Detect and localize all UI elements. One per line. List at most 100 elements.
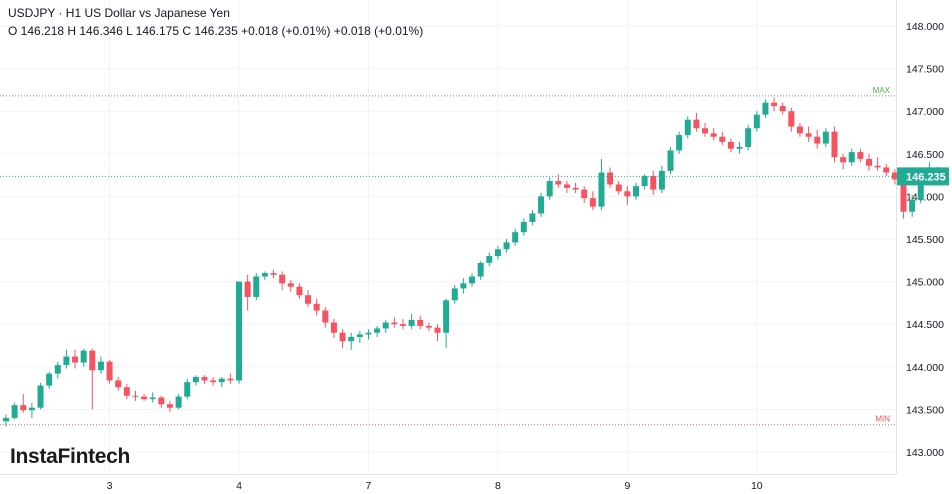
candle-body[interactable] bbox=[667, 150, 674, 171]
candle-body[interactable] bbox=[123, 387, 130, 396]
candle-body[interactable] bbox=[63, 356, 70, 366]
candle-body[interactable] bbox=[20, 405, 27, 411]
candle-body[interactable] bbox=[218, 378, 225, 383]
candle-body[interactable] bbox=[80, 350, 87, 363]
candle-body[interactable] bbox=[719, 136, 726, 142]
candle-body[interactable] bbox=[762, 102, 769, 115]
candle-body[interactable] bbox=[779, 106, 786, 112]
candle-body[interactable] bbox=[89, 350, 96, 371]
candle-body[interactable] bbox=[356, 334, 363, 337]
candle-body[interactable] bbox=[253, 276, 260, 297]
candle-body[interactable] bbox=[443, 300, 450, 333]
candle-body[interactable] bbox=[917, 177, 924, 200]
candle-body[interactable] bbox=[382, 322, 389, 329]
candle-body[interactable] bbox=[305, 295, 312, 304]
candle-body[interactable] bbox=[866, 158, 872, 166]
candle-body[interactable] bbox=[374, 328, 381, 333]
candle-body[interactable] bbox=[529, 213, 536, 222]
candle-body[interactable] bbox=[676, 135, 683, 151]
candle-body[interactable] bbox=[460, 283, 467, 289]
candle-body[interactable] bbox=[883, 167, 890, 173]
candle-body[interactable] bbox=[546, 181, 553, 197]
candle-body[interactable] bbox=[348, 336, 355, 342]
candle-body[interactable] bbox=[46, 373, 53, 386]
candle-body[interactable] bbox=[615, 184, 622, 192]
candle-body[interactable] bbox=[503, 242, 510, 250]
candle-body[interactable] bbox=[900, 179, 907, 212]
candle-body[interactable] bbox=[54, 365, 61, 374]
candle-body[interactable] bbox=[658, 170, 665, 190]
candle-body[interactable] bbox=[451, 288, 458, 301]
candle-body[interactable] bbox=[512, 232, 519, 243]
candle-body[interactable] bbox=[166, 404, 173, 408]
candle-body[interactable] bbox=[814, 136, 821, 144]
candle-body[interactable] bbox=[261, 273, 268, 277]
candle-body[interactable] bbox=[270, 273, 277, 275]
candle-body[interactable] bbox=[874, 165, 881, 168]
candle-body[interactable] bbox=[840, 157, 847, 163]
candle-body[interactable] bbox=[727, 141, 734, 149]
candle-body[interactable] bbox=[184, 382, 191, 397]
candle-body[interactable] bbox=[11, 405, 18, 418]
candle-body[interactable] bbox=[563, 184, 570, 188]
candle-body[interactable] bbox=[417, 319, 424, 326]
candle-body[interactable] bbox=[693, 119, 700, 129]
candle-body[interactable] bbox=[909, 199, 916, 212]
candle-body[interactable] bbox=[624, 191, 631, 197]
candle-body[interactable] bbox=[296, 286, 303, 296]
candle-body[interactable] bbox=[753, 114, 760, 129]
candle-body[interactable] bbox=[831, 131, 838, 158]
candle-body[interactable] bbox=[805, 133, 812, 137]
candle-body[interactable] bbox=[192, 377, 199, 383]
candle-body[interactable] bbox=[632, 186, 639, 197]
candle-body[interactable] bbox=[745, 128, 752, 147]
candle-body[interactable] bbox=[339, 332, 346, 342]
candle-body[interactable] bbox=[684, 119, 691, 136]
candle-body[interactable] bbox=[434, 327, 441, 333]
candle-body[interactable] bbox=[313, 303, 320, 311]
candle-body[interactable] bbox=[149, 397, 156, 400]
candle-body[interactable] bbox=[598, 172, 605, 207]
candle-body[interactable] bbox=[210, 380, 217, 383]
candle-body[interactable] bbox=[201, 377, 208, 381]
candle-body[interactable] bbox=[848, 152, 855, 163]
candle-body[interactable] bbox=[469, 276, 476, 284]
candle-body[interactable] bbox=[236, 281, 243, 381]
candle-body[interactable] bbox=[106, 361, 113, 381]
candle-body[interactable] bbox=[788, 111, 795, 127]
candle-body[interactable] bbox=[37, 385, 44, 408]
candle-body[interactable] bbox=[322, 310, 329, 323]
candle-body[interactable] bbox=[572, 187, 579, 190]
candle-body[interactable] bbox=[158, 397, 165, 405]
candle-body[interactable] bbox=[408, 319, 415, 326]
candle-body[interactable] bbox=[641, 175, 648, 187]
candle-body[interactable] bbox=[477, 262, 484, 277]
candle-body[interactable] bbox=[279, 274, 286, 284]
candle-body[interactable] bbox=[822, 131, 829, 144]
candle-body[interactable] bbox=[287, 283, 294, 287]
candle-body[interactable] bbox=[710, 133, 717, 137]
candle-body[interactable] bbox=[589, 198, 596, 207]
candle-body[interactable] bbox=[115, 380, 122, 388]
candle-body[interactable] bbox=[538, 196, 545, 214]
candle-body[interactable] bbox=[702, 128, 709, 134]
candle-body[interactable] bbox=[399, 324, 406, 326]
candle-body[interactable] bbox=[607, 172, 614, 185]
candle-body[interactable] bbox=[520, 221, 527, 233]
candle-body[interactable] bbox=[3, 417, 9, 422]
candle-body[interactable] bbox=[244, 281, 251, 297]
candle-body[interactable] bbox=[175, 396, 182, 408]
candle-body[interactable] bbox=[796, 126, 803, 134]
candle-body[interactable] bbox=[227, 378, 234, 381]
candle-body[interactable] bbox=[555, 181, 562, 185]
candle-body[interactable] bbox=[650, 175, 657, 190]
candle-body[interactable] bbox=[28, 407, 35, 411]
candle-body[interactable] bbox=[72, 356, 79, 363]
candle-body[interactable] bbox=[771, 102, 778, 107]
candle-body[interactable] bbox=[857, 152, 864, 159]
candle-body[interactable] bbox=[581, 189, 588, 199]
candle-body[interactable] bbox=[132, 395, 139, 397]
candle-body[interactable] bbox=[97, 361, 104, 371]
candle-body[interactable] bbox=[494, 249, 501, 257]
